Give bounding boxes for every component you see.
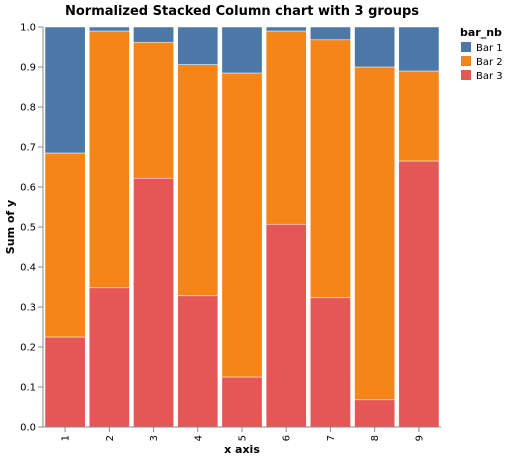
- x-tick-label: 2: [105, 435, 116, 441]
- y-tick-label: 0.6: [20, 183, 36, 194]
- bar-segment-bar-1-x8: [354, 26, 396, 68]
- bar-segment-bar-2-x8: [354, 66, 396, 401]
- bar-segment-bar-2-x1: [44, 152, 86, 338]
- bar-segment-bar-3-x8: [354, 399, 396, 428]
- legend: bar_nb Bar 1 Bar 2 Bar 3: [460, 26, 503, 82]
- bar-segment-bar-1-x4: [177, 26, 219, 65]
- y-tick-label: 0.1: [20, 383, 36, 394]
- bar-segment-bar-3-x4: [177, 295, 219, 428]
- x-tick-label: 6: [282, 435, 293, 441]
- legend-title: bar_nb: [460, 26, 502, 39]
- bar-segment-bar-1-x2: [88, 26, 130, 32]
- y-axis: 0.0 0.1 0.2 0.3 0.4 0.5 0.6 0.7 0.8 0.9 1.0: [20, 23, 44, 434]
- bar-segment-bar-2-x9: [398, 70, 440, 162]
- bar-segment-bar-1-x9: [398, 26, 440, 72]
- bar-segment-bar-1-x5: [221, 26, 263, 74]
- bar-segment-bar-1-x6: [265, 26, 307, 32]
- bar-segment-bar-2-x4: [177, 64, 219, 297]
- legend-swatch-bar-2: [461, 56, 471, 66]
- x-axis: 1 2 3 4 5 6 7 8 9: [43, 426, 441, 441]
- x-tick-label: 1: [61, 435, 72, 441]
- bar-segment-bar-1-x1: [44, 26, 86, 154]
- x-tick-label: 5: [238, 435, 249, 441]
- plot-area: [44, 26, 440, 428]
- y-tick-label: 0.5: [20, 223, 36, 234]
- legend-swatch-bar-1: [461, 42, 471, 52]
- y-tick-label: 0.2: [20, 343, 36, 354]
- chart-title: Normalized Stacked Column chart with 3 g…: [65, 4, 419, 19]
- bar-segment-bar-3-x6: [265, 223, 307, 428]
- x-tick-label: 4: [193, 435, 204, 441]
- y-tick-label: 0.4: [20, 263, 36, 274]
- y-tick-label: 0.3: [20, 303, 36, 314]
- x-tick-label: 7: [326, 435, 337, 441]
- x-tick-label: 9: [414, 435, 425, 441]
- legend-swatch-bar-3: [461, 70, 471, 80]
- bar-segment-bar-2-x2: [88, 30, 130, 289]
- bar-segment-bar-1-x7: [310, 26, 351, 41]
- bar-segment-bar-2-x5: [221, 72, 263, 378]
- bar-segment-bar-3-x1: [44, 336, 86, 428]
- y-tick-label: 0.0: [20, 423, 36, 434]
- bar-segment-bar-3-x2: [88, 287, 130, 428]
- bar-segment-bar-2-x6: [265, 30, 307, 225]
- y-tick-label: 0.8: [20, 103, 36, 114]
- legend-label-bar-2: Bar 2: [476, 57, 503, 68]
- legend-label-bar-3: Bar 3: [476, 71, 503, 82]
- y-tick-label: 0.9: [20, 63, 36, 74]
- y-axis-title: Sum of y: [4, 200, 17, 254]
- y-tick-label: 0.7: [20, 143, 36, 154]
- bar-segment-bar-3-x5: [221, 376, 263, 428]
- y-tick-label: 1.0: [20, 23, 36, 34]
- bar-segment-bar-3-x3: [133, 177, 174, 428]
- x-tick-label: 3: [149, 435, 160, 441]
- bar-segment-bar-3-x9: [398, 160, 440, 428]
- x-axis-title: x axis: [224, 443, 260, 456]
- bar-segment-bar-2-x3: [133, 41, 174, 179]
- legend-label-bar-1: Bar 1: [476, 43, 503, 54]
- x-tick-label: 8: [370, 435, 381, 441]
- bar-segment-bar-3-x7: [310, 297, 351, 428]
- bar-segment-bar-2-x7: [310, 39, 351, 299]
- bar-segment-bar-1-x3: [133, 26, 174, 43]
